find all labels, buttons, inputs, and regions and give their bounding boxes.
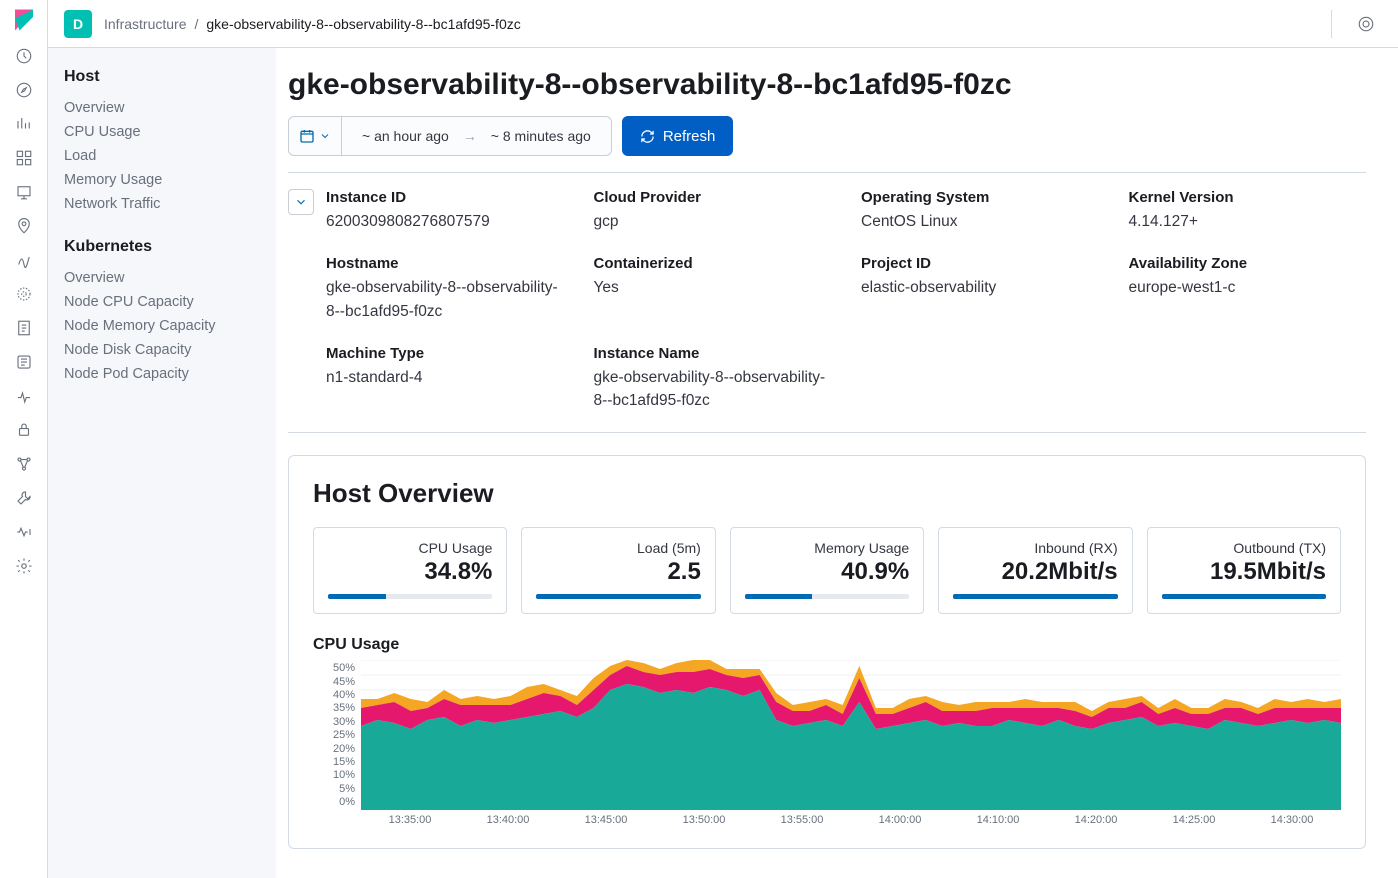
ml-icon[interactable] — [8, 244, 40, 276]
stat-label: Inbound (RX) — [953, 540, 1117, 556]
sidenav-item[interactable]: Node Disk Capacity — [64, 338, 260, 362]
meta-value: 6200309808276807579 — [326, 210, 564, 233]
meta-item: Availability Zone europe-west1-c — [1129, 255, 1367, 323]
space-badge[interactable]: D — [64, 10, 92, 38]
stat-label: Memory Usage — [745, 540, 909, 556]
meta-item: Project ID elastic-observability — [861, 255, 1099, 323]
sidenav-item[interactable]: Load — [64, 144, 260, 168]
recent-icon[interactable] — [8, 40, 40, 72]
main-content: gke-observability-8--observability-8--bc… — [276, 48, 1398, 878]
logs-icon[interactable] — [8, 312, 40, 344]
topbar: D Infrastructure / gke-observability-8--… — [48, 0, 1398, 48]
stat-label: Load (5m) — [536, 540, 700, 556]
monitoring-icon[interactable] — [8, 516, 40, 548]
meta-value: Yes — [594, 276, 832, 299]
meta-value: CentOS Linux — [861, 210, 1099, 233]
meta-label: Cloud Provider — [594, 189, 832, 206]
chart-y-axis: 50%45%40%35%30%25%20%15%10%5%0% — [313, 660, 355, 810]
stat-value: 34.8% — [328, 558, 492, 586]
meta-item: Instance Name gke-observability-8--observ… — [594, 345, 832, 413]
meta-item: Containerized Yes — [594, 255, 832, 323]
collapse-metadata-button[interactable] — [288, 189, 314, 215]
sidenav-item[interactable]: Overview — [64, 96, 260, 120]
breadcrumb-current: gke-observability-8--observability-8--bc… — [206, 16, 520, 32]
stat-card: Outbound (TX) 19.5Mbit/s — [1147, 527, 1341, 614]
meta-label: Operating System — [861, 189, 1099, 206]
stat-value: 2.5 — [536, 558, 700, 586]
sidenav-item[interactable]: Node CPU Capacity — [64, 290, 260, 314]
stat-value: 40.9% — [745, 558, 909, 586]
sidenav-item[interactable]: Memory Usage — [64, 168, 260, 192]
sidenav-item[interactable]: CPU Usage — [64, 120, 260, 144]
cpu-usage-chart — [361, 660, 1341, 810]
sidenav-item[interactable]: Node Pod Capacity — [64, 362, 260, 386]
graph-icon[interactable] — [8, 448, 40, 480]
dashboard-icon[interactable] — [8, 142, 40, 174]
meta-item: Cloud Provider gcp — [594, 189, 832, 233]
side-nav: Host OverviewCPU UsageLoadMemory UsageNe… — [48, 48, 276, 878]
stat-value: 19.5Mbit/s — [1162, 558, 1326, 586]
breadcrumb-root[interactable]: Infrastructure — [104, 16, 186, 32]
stat-card: Inbound (RX) 20.2Mbit/s — [938, 527, 1132, 614]
kibana-logo-icon[interactable] — [12, 8, 36, 32]
calendar-button[interactable] — [289, 117, 342, 155]
meta-item: Operating System CentOS Linux — [861, 189, 1099, 233]
visualize-icon[interactable] — [8, 108, 40, 140]
meta-value: europe-west1-c — [1129, 276, 1367, 299]
meta-item: Kernel Version 4.14.127+ — [1129, 189, 1367, 233]
sidenav-section-host: Host — [64, 68, 260, 86]
meta-label: Availability Zone — [1129, 255, 1367, 272]
meta-item: Instance ID 6200309808276807579 — [326, 189, 564, 233]
meta-value: gcp — [594, 210, 832, 233]
meta-label: Project ID — [861, 255, 1099, 272]
time-arrow: → — [463, 128, 477, 144]
stat-label: CPU Usage — [328, 540, 492, 556]
apm-icon[interactable] — [8, 346, 40, 378]
meta-value: gke-observability-8--observability-8--bc… — [594, 366, 832, 413]
news-icon[interactable] — [1350, 8, 1382, 40]
breadcrumb: Infrastructure / gke-observability-8--ob… — [104, 16, 521, 32]
meta-label: Hostname — [326, 255, 564, 272]
host-overview-panel: Host Overview CPU Usage 34.8% Load (5m) 2.5… — [288, 455, 1366, 849]
meta-label: Instance ID — [326, 189, 564, 206]
chart-x-axis: 13:35:0013:40:0013:45:0013:50:0013:55:00… — [361, 814, 1341, 826]
nav-rail — [0, 0, 48, 878]
meta-value: 4.14.127+ — [1129, 210, 1367, 233]
uptime-icon[interactable] — [8, 380, 40, 412]
meta-value: elastic-observability — [861, 276, 1099, 299]
stat-card: CPU Usage 34.8% — [313, 527, 507, 614]
meta-value: n1-standard-4 — [326, 366, 564, 389]
stat-card: Memory Usage 40.9% — [730, 527, 924, 614]
meta-value: gke-observability-8--observability-8--bc… — [326, 276, 564, 323]
sidenav-item[interactable]: Node Memory Capacity — [64, 314, 260, 338]
discover-icon[interactable] — [8, 74, 40, 106]
sidenav-section-kubernetes: Kubernetes — [64, 238, 260, 256]
devtools-icon[interactable] — [8, 482, 40, 514]
maps-icon[interactable] — [8, 210, 40, 242]
sidenav-item[interactable]: Network Traffic — [64, 192, 260, 216]
metrics-icon[interactable] — [8, 278, 40, 310]
refresh-button[interactable]: Refresh — [622, 116, 734, 156]
canvas-icon[interactable] — [8, 176, 40, 208]
time-to: ~ 8 minutes ago — [491, 128, 591, 144]
stat-value: 20.2Mbit/s — [953, 558, 1117, 586]
meta-label: Instance Name — [594, 345, 832, 362]
meta-item: Hostname gke-observability-8--observabili… — [326, 255, 564, 323]
meta-item: Machine Type n1-standard-4 — [326, 345, 564, 413]
meta-label: Containerized — [594, 255, 832, 272]
cpu-chart-title: CPU Usage — [313, 636, 1341, 654]
management-icon[interactable] — [8, 550, 40, 582]
page-title: gke-observability-8--observability-8--bc… — [288, 68, 1366, 102]
time-picker[interactable]: ~ an hour ago → ~ 8 minutes ago — [288, 116, 612, 156]
stat-card: Load (5m) 2.5 — [521, 527, 715, 614]
meta-label: Machine Type — [326, 345, 564, 362]
stat-label: Outbound (TX) — [1162, 540, 1326, 556]
siem-icon[interactable] — [8, 414, 40, 446]
panel-title: Host Overview — [313, 478, 1341, 509]
sidenav-item[interactable]: Overview — [64, 266, 260, 290]
time-from: ~ an hour ago — [362, 128, 449, 144]
meta-label: Kernel Version — [1129, 189, 1367, 206]
